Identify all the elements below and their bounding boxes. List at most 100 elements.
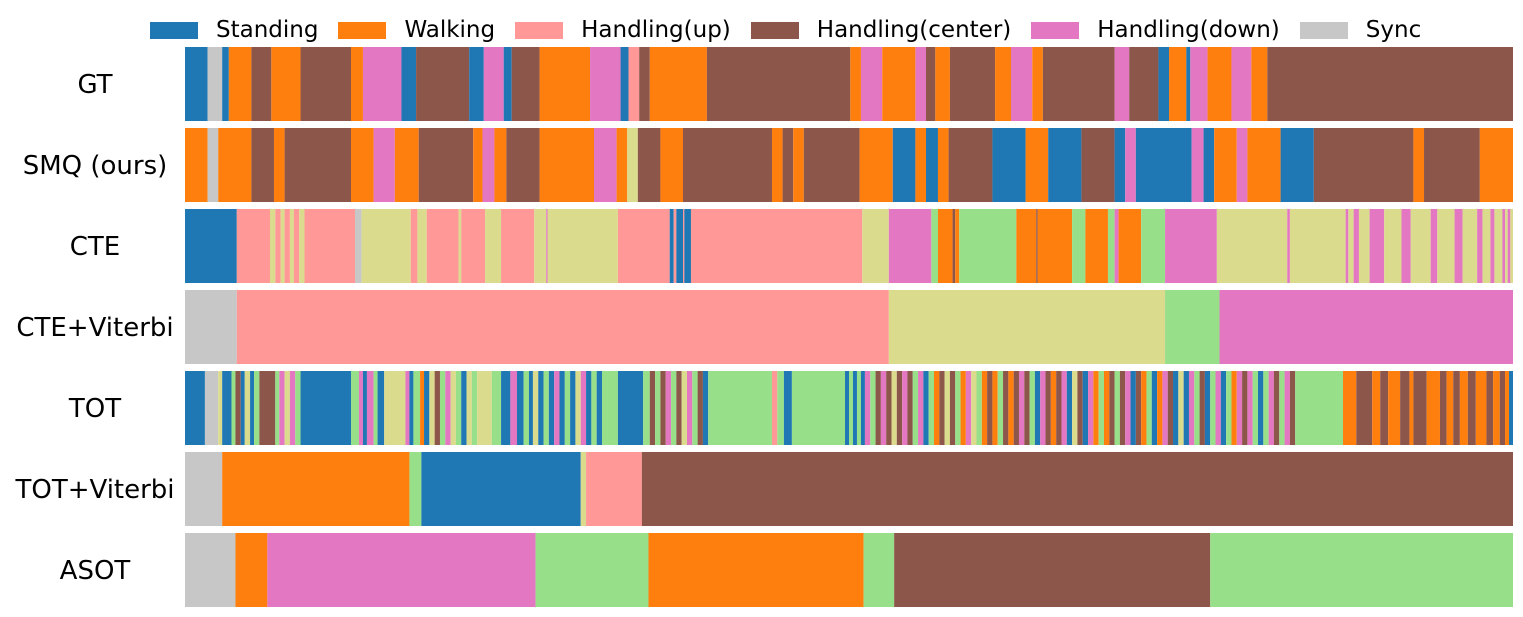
segment-standing — [923, 371, 929, 445]
segment-walking — [494, 128, 507, 202]
segment-extra_olive — [1384, 209, 1402, 283]
segment-handling_down — [1454, 209, 1463, 283]
segment-standing — [1135, 128, 1192, 202]
segment-handling_up — [617, 209, 670, 283]
row-label: CTE — [70, 232, 120, 262]
segment-handling_down — [366, 371, 374, 445]
segment-extra_olive — [627, 128, 638, 202]
segment-walking — [793, 128, 804, 202]
segment-extra_olive — [534, 209, 547, 283]
segment-extra_olive — [971, 371, 977, 445]
segment-walking — [394, 128, 419, 202]
legend-swatch-handling_center — [750, 21, 799, 39]
segment-extra_green — [471, 371, 478, 445]
segment-handling_center — [1413, 371, 1427, 445]
legend-label-handling_center: Handling(center) — [816, 17, 1012, 43]
segment-standing — [424, 371, 430, 445]
segment-extra_green — [997, 371, 1004, 445]
segment-handling_center — [1400, 371, 1410, 445]
segment-handling_down — [888, 209, 932, 283]
segment-extra_olive — [888, 290, 1166, 364]
segment-extra_olive — [361, 209, 411, 283]
legend-swatch-handling_down — [1031, 21, 1080, 39]
segment-standing — [586, 371, 592, 445]
segment-extra_green — [535, 533, 649, 607]
legend-item-handling_up: Handling(up) — [515, 17, 731, 43]
segment-extra_green — [373, 371, 378, 445]
legend-swatch-sync — [1299, 21, 1348, 39]
segment-handling_up — [461, 209, 486, 283]
segment-handling_down — [405, 371, 410, 445]
segment-extra_green — [1279, 371, 1285, 445]
segment-handling_down — [864, 371, 871, 445]
segment-handling_center — [637, 128, 661, 202]
legend-swatch-handling_up — [515, 21, 564, 39]
segment-standing — [517, 371, 524, 445]
segment-extra_olive — [1348, 209, 1354, 283]
segment-handling_center — [894, 533, 1211, 607]
segment-extra_green — [439, 371, 446, 445]
segment-walking — [992, 371, 998, 445]
segment-extra_green — [1210, 371, 1216, 445]
segment-handling_down — [1061, 371, 1067, 445]
segment-handling_center — [952, 209, 956, 283]
segment-extra_olive — [944, 371, 950, 445]
segment-extra_green — [1165, 290, 1220, 364]
segment-walking — [1475, 371, 1487, 445]
segment-extra_olive — [269, 209, 276, 283]
segment-handling_center — [660, 371, 666, 445]
segment-handling_center — [886, 371, 892, 445]
segment-sync — [207, 128, 219, 202]
segment-standing — [1509, 371, 1513, 445]
segment-handling_center — [1167, 371, 1174, 445]
segment-walking — [1093, 371, 1099, 445]
segment-handling_up — [284, 209, 290, 283]
segment-extra_olive — [280, 209, 285, 283]
segment-handling_center — [697, 371, 703, 445]
segment-handling_down — [1162, 371, 1168, 445]
segment-extra_green — [1194, 371, 1200, 445]
segment-handling_center — [649, 371, 656, 445]
segment-standing — [926, 128, 938, 202]
segment-handling_down — [373, 128, 395, 202]
segment-handling_center — [506, 128, 540, 202]
segment-extra_olive — [284, 371, 290, 445]
segment-handling_center — [939, 371, 945, 445]
segment-handling_down — [267, 533, 536, 607]
segment-walking — [1050, 371, 1057, 445]
segment-handling_center — [1109, 371, 1115, 445]
segment-walking — [1446, 371, 1454, 445]
segment-handling_center — [706, 47, 851, 121]
legend-item-sync: Sync — [1299, 17, 1421, 43]
segment-standing — [1130, 371, 1136, 445]
row-6: ASOT — [60, 533, 1513, 607]
segment-extra_olive — [1505, 209, 1508, 283]
segment-extra_olive — [485, 209, 502, 283]
segment-extra_green — [351, 371, 359, 445]
segment-handling_center — [803, 128, 860, 202]
segment-standing — [852, 371, 857, 445]
segment-standing — [362, 371, 367, 445]
segment-handling_down — [554, 371, 560, 445]
segment-walking — [937, 128, 949, 202]
segment-standing — [1048, 128, 1082, 202]
segment-extra_olive — [1410, 209, 1431, 283]
segment-handling_center — [434, 371, 440, 445]
segment-standing — [222, 47, 229, 121]
segment-standing — [421, 452, 581, 526]
segment-walking — [1103, 371, 1110, 445]
segment-handling_down — [1219, 290, 1513, 364]
segment-handling_center — [875, 371, 881, 445]
segment-extra_green — [601, 371, 618, 445]
segment-extra_olive — [417, 209, 427, 283]
segment-extra_green — [1210, 533, 1513, 607]
segment-handling_down — [1215, 371, 1221, 445]
segment-handling_center — [1356, 371, 1373, 445]
segment-extra_green — [1252, 371, 1259, 445]
row-4: TOT — [68, 371, 1513, 445]
segment-handling_center — [416, 47, 470, 121]
segment-handling_center — [948, 128, 993, 202]
segment-extra_green — [1141, 209, 1166, 283]
segment-handling_down — [1125, 371, 1131, 445]
segment-standing — [992, 128, 1026, 202]
